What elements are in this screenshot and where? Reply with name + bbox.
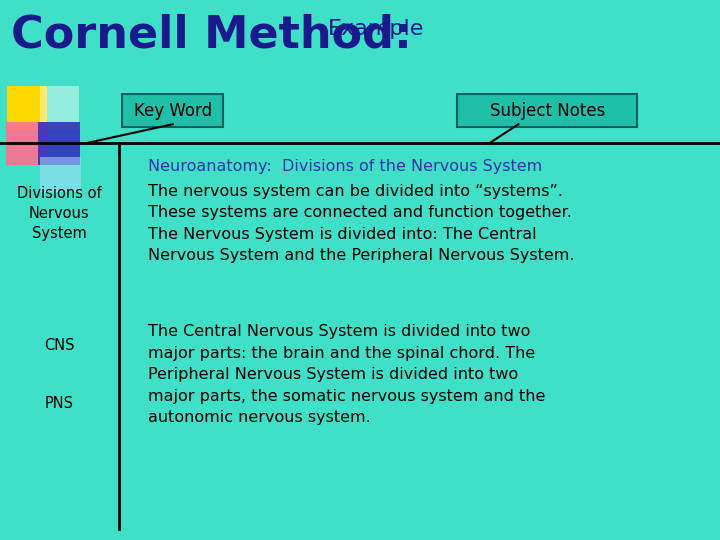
Bar — [40, 157, 81, 192]
Bar — [38, 122, 80, 165]
Text: Subject Notes: Subject Notes — [490, 102, 605, 120]
Bar — [6, 122, 48, 165]
FancyBboxPatch shape — [122, 94, 223, 127]
Text: Example: Example — [328, 19, 424, 39]
Text: Divisions of
Nervous
System: Divisions of Nervous System — [17, 186, 102, 241]
Text: The Central Nervous System is divided into two
major parts: the brain and the sp: The Central Nervous System is divided in… — [148, 324, 545, 426]
FancyBboxPatch shape — [457, 94, 637, 127]
Text: Neuroanatomy:  Divisions of the Nervous System: Neuroanatomy: Divisions of the Nervous S… — [148, 159, 542, 174]
Bar — [40, 86, 79, 130]
Text: Key Word: Key Word — [134, 102, 212, 120]
Bar — [7, 86, 47, 130]
Text: CNS

PNS: CNS PNS — [44, 338, 74, 411]
Text: Cornell Method:: Cornell Method: — [11, 14, 412, 57]
Text: The nervous system can be divided into “systems”.
These systems are connected an: The nervous system can be divided into “… — [148, 184, 574, 264]
